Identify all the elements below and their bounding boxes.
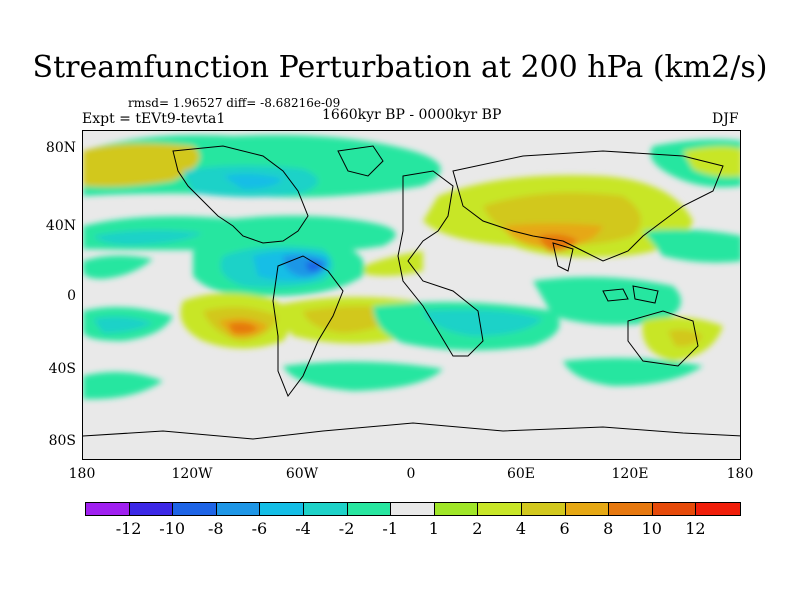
colorbar-swatch (303, 503, 348, 515)
colorbar-label: -12 (115, 519, 142, 538)
colorbar-label: -4 (295, 519, 311, 538)
colorbar-swatch (478, 503, 522, 515)
colorbar-swatch (86, 503, 130, 515)
colorbar-swatch (260, 503, 304, 515)
colorbar-label: -6 (251, 519, 268, 538)
period-label: 1660kyr BP - 0000kyr BP (322, 107, 502, 123)
lat-tick-label: 0 (67, 288, 76, 304)
lon-tick-label: 180 (68, 466, 96, 482)
stats-label: rmsd= 1.96527 diff= -8.68216e-09 (128, 96, 341, 110)
colorbar-swatch (216, 503, 261, 515)
colorbar-swatch (652, 503, 697, 515)
colorbar-label: -8 (208, 519, 224, 538)
colorbar-label: 4 (515, 519, 527, 538)
streamfunction-map (83, 131, 740, 459)
contour-field (83, 135, 740, 400)
colorbar-label: 1 (428, 519, 439, 538)
colorbar-label: 2 (472, 519, 483, 538)
colorbar-swatch (696, 503, 740, 515)
colorbar-swatch (173, 503, 217, 515)
colorbar-label: -1 (382, 519, 398, 538)
lon-tick-label: 120E (611, 466, 649, 482)
lon-tick-label: 0 (406, 466, 416, 482)
colorbar-label: 12 (685, 519, 706, 538)
colorbar-swatch (609, 503, 653, 515)
colorbar-swatch (434, 503, 479, 515)
colorbar-label: 6 (559, 519, 570, 538)
colorbar-label: 10 (641, 519, 662, 538)
lat-tick-label: 40N (45, 218, 76, 234)
lon-tick-label: 120W (171, 466, 213, 482)
map-panel (82, 130, 741, 460)
lat-tick-label: 80S (48, 433, 76, 449)
colorbar-swatch (521, 503, 566, 515)
experiment-label: Expt = tEVt9-tevta1 (82, 111, 226, 127)
colorbar-label: 8 (603, 519, 614, 538)
colorbar-swatch (565, 503, 610, 515)
colorbar-swatch (129, 503, 174, 515)
plot-title: Streamfunction Perturbation at 200 hPa (… (32, 50, 768, 85)
lat-tick-label: 40S (48, 361, 76, 377)
colorbar-swatch (391, 503, 435, 515)
colorbar (85, 502, 741, 516)
season-label: DJF (712, 111, 739, 127)
lon-tick-label: 60E (506, 466, 536, 482)
colorbar-label: -2 (338, 519, 355, 538)
coastlines (83, 145, 740, 440)
colorbar-label: -10 (159, 519, 186, 538)
lat-tick-label: 80N (45, 140, 76, 156)
lon-tick-label: 180 (726, 466, 754, 482)
lon-tick-label: 60W (285, 466, 319, 482)
colorbar-swatch (347, 503, 392, 515)
